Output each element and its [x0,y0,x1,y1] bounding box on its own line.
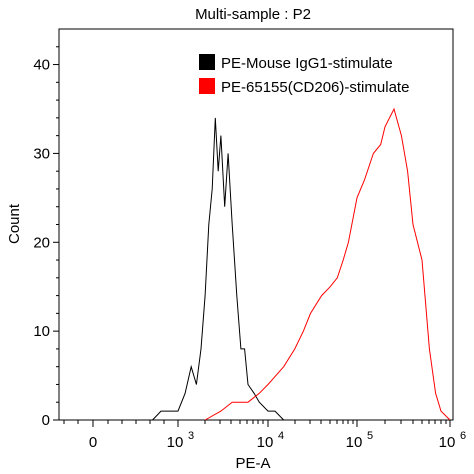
legend-swatch-1 [199,78,215,94]
x-tick-label: 0 [89,434,97,451]
x-tick-exponent: 5 [367,430,373,442]
series-line-0 [152,117,285,421]
legend-label-1: PE-65155(CD206)-stimulate [221,79,409,96]
y-axis: 0 10 20 30 40 [33,46,59,429]
series-line-1 [204,107,451,421]
x-axis-label: PE-A [235,455,270,472]
y-axis-label: Count [6,203,23,244]
x-tick-label: 10 [346,434,363,451]
y-tick-label: 40 [33,57,50,74]
x-tick-exponent: 6 [460,430,466,442]
y-tick-label: 0 [42,412,50,429]
chart-title: Multi-sample : P2 [195,6,311,23]
y-tick-label: 10 [33,323,50,340]
series-layer [152,107,451,421]
x-axis: 0 10 3 10 4 10 5 10 6 [63,420,466,451]
x-tick-label: 10 [257,434,274,451]
x-tick-label: 10 [439,434,456,451]
y-tick-label: 30 [33,145,50,162]
legend: PE-Mouse IgG1-stimulate PE-65155(CD206)-s… [199,54,409,96]
x-tick-exponent: 3 [188,430,194,442]
y-tick-label: 20 [33,234,50,251]
x-tick-label: 10 [167,434,184,451]
legend-label-0: PE-Mouse IgG1-stimulate [221,55,393,72]
legend-swatch-0 [199,54,215,70]
x-tick-exponent: 4 [278,430,284,442]
